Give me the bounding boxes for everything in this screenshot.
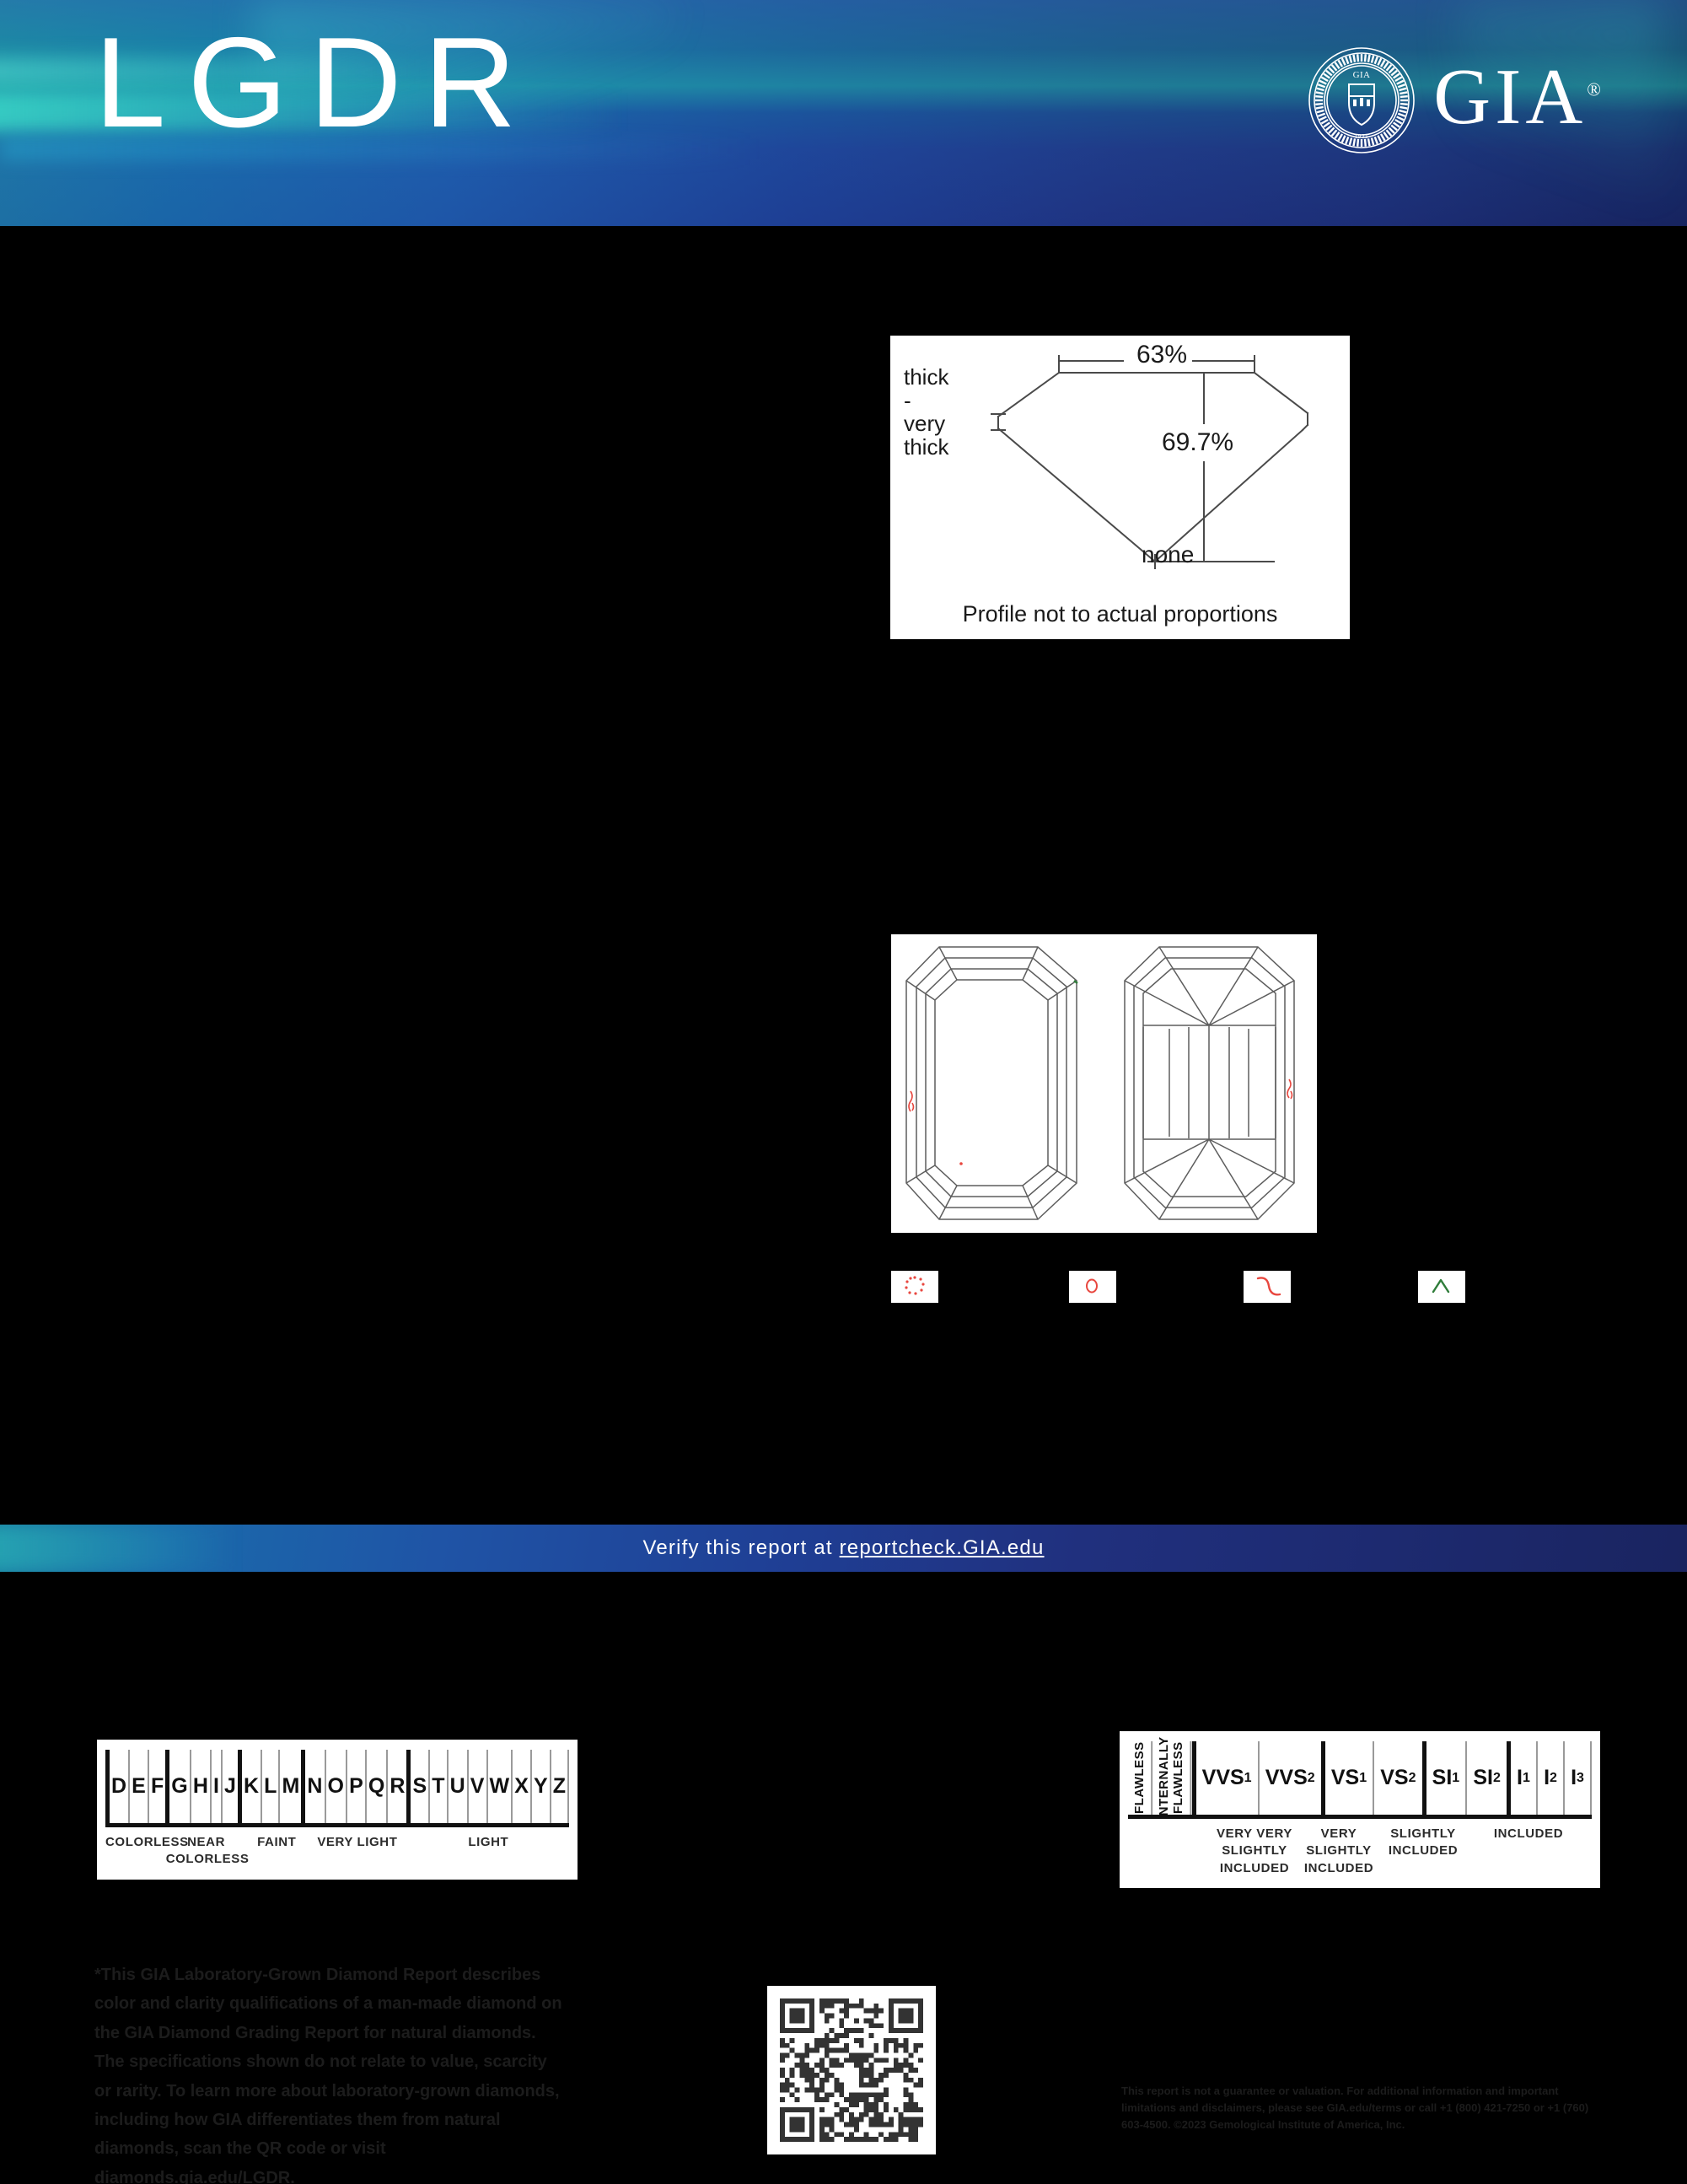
color-grade-cell: X — [511, 1750, 530, 1823]
color-grade-cell: O — [324, 1750, 347, 1823]
clarity-grade-cell: INTERNALLY FLAWLESS — [1152, 1736, 1192, 1820]
color-grade-cell: W — [486, 1750, 512, 1823]
color-group-label: LIGHT — [468, 1835, 509, 1849]
color-grade-cell: J — [220, 1750, 238, 1823]
color-grade-cell: R — [386, 1750, 406, 1823]
table-percentage-value: 63% — [1131, 341, 1193, 369]
color-scale-group-labels: COLORLESS NEAR COLORLESS FAINT VERY LIGHT LIG… — [105, 1834, 569, 1886]
color-grade-cell: M — [278, 1750, 301, 1823]
gia-wordmark: GIA® — [1433, 53, 1601, 141]
feather-icon — [1256, 1277, 1281, 1296]
crown-inclusion-marks — [908, 1090, 915, 1112]
aurora-glow-2 — [0, 59, 422, 84]
clarity-group-label: VERY SLIGHTLY INCLUDED — [1303, 1826, 1374, 1875]
pavilion-view-diagram — [1124, 946, 1295, 1220]
svg-text:1931: 1931 — [1355, 133, 1368, 140]
key-symbol-crystal — [1069, 1271, 1116, 1303]
verify-prefix: Verify this report at — [642, 1536, 840, 1559]
color-grade-cell: D — [105, 1750, 128, 1823]
feather-mark-pavilion — [1287, 1079, 1292, 1099]
crystal-mark-crown — [959, 1162, 963, 1165]
aurora-glow-verify — [0, 1525, 236, 1572]
aurora-glow-4 — [253, 0, 674, 101]
indented-natural-icon — [1432, 1278, 1450, 1294]
verify-text: Verify this report at reportcheck.GIA.ed… — [0, 1536, 1687, 1560]
color-grade-cell: I — [209, 1750, 221, 1823]
verify-report-bar: Verify this report at reportcheck.GIA.ed… — [0, 1525, 1687, 1572]
legal-footnote-right: This report is not a guarantee or valuat… — [1121, 2084, 1589, 2132]
clarity-group-label: SLIGHTLY INCLUDED — [1388, 1826, 1459, 1859]
pavilion-inclusion-marks — [1287, 1079, 1293, 1100]
color-grade-cell: Y — [529, 1750, 550, 1823]
registered-trademark-icon: ® — [1587, 78, 1601, 100]
color-grade-cell: Q — [364, 1750, 387, 1823]
feather-mark-crown — [908, 1090, 913, 1112]
color-grade-cell: U — [446, 1750, 467, 1823]
clarity-grade-cell: SI 2 — [1465, 1741, 1507, 1815]
report-header-banner: LGDR GIA — [0, 0, 1687, 226]
depth-percentage-value: 69.7% — [1162, 428, 1234, 456]
color-grade-cell: N — [301, 1750, 324, 1823]
color-grade-cell: Z — [549, 1750, 570, 1823]
color-group-label: FAINT — [257, 1835, 297, 1849]
qr-code-card[interactable] — [767, 1986, 936, 2154]
gia-seal-icon: GIA 1931 — [1308, 47, 1416, 153]
color-grade-cell: K — [237, 1750, 261, 1823]
svg-text:GIA: GIA — [1353, 70, 1371, 80]
color-grade-cell: P — [346, 1750, 365, 1823]
clarity-scale-group-labels: VERY VERY SLIGHTLY INCLUDED VERY SLIGHTLY INC… — [1128, 1826, 1592, 1878]
clarity-grade-cell: FLAWLESS — [1128, 1741, 1153, 1815]
clarity-grade-cell: VVS 2 — [1257, 1741, 1321, 1815]
key-symbol-feather — [1244, 1271, 1291, 1303]
color-grade-cell: L — [261, 1750, 278, 1823]
color-grade-cell: V — [466, 1750, 486, 1823]
report-type-title: LGDR — [94, 11, 539, 154]
clarity-plot-diagrams — [905, 946, 1295, 1220]
clarity-group-label: VERY VERY SLIGHTLY INCLUDED — [1217, 1826, 1292, 1875]
clarity-grade-cell: SI 1 — [1421, 1741, 1466, 1815]
color-grade-cell: G — [165, 1750, 190, 1823]
color-grade-cell: T — [428, 1750, 446, 1823]
qr-code-icon[interactable] — [780, 1998, 923, 2142]
clarity-grading-scale: FLAWLESS INTERNALLY FLAWLESS VVS 1 VVS 2 VS 1 VS 2… — [1120, 1731, 1600, 1888]
girdle-thickness-label: thick - very thick — [904, 364, 949, 460]
color-grade-cell: F — [147, 1750, 165, 1823]
clarity-group-label: INCLUDED — [1493, 1826, 1564, 1841]
natural-mark-crown — [1073, 980, 1078, 984]
color-group-label: COLORLESS — [105, 1835, 189, 1849]
profile-caption: Profile not to actual proportions — [962, 601, 1278, 627]
color-grade-cell: S — [406, 1750, 428, 1823]
proportions-diagram-panel: thick - very thick 63% 69.7% none Profile n… — [890, 336, 1350, 639]
crystal-icon — [1086, 1278, 1098, 1294]
reportcheck-link[interactable]: reportcheck.GIA.edu — [839, 1536, 1045, 1559]
color-grade-cell: E — [128, 1750, 148, 1823]
clarity-scale-cells: FLAWLESS INTERNALLY FLAWLESS VVS 1 VVS 2 VS 1 VS 2… — [1128, 1736, 1593, 1820]
cloud-icon — [905, 1276, 925, 1295]
color-grade-cell: H — [189, 1750, 210, 1823]
key-symbol-indented-natural — [1418, 1271, 1465, 1303]
aurora-glow-1 — [0, 93, 624, 132]
gia-logo-lockup: GIA 1931 GIA® — [1305, 44, 1601, 157]
lgdr-footnote-left: *This GIA Laboratory-Grown Diamond Repor… — [94, 1966, 562, 2184]
clarity-plot-panel — [891, 934, 1317, 1233]
aurora-glow-3 — [0, 139, 759, 159]
aurora-glow-5 — [1459, 0, 1662, 226]
crown-view-diagram — [905, 946, 1077, 1220]
clarity-grade-cell: VS 2 — [1373, 1741, 1421, 1815]
color-group-label: NEAR COLORLESS — [165, 1835, 250, 1867]
clarity-grade-cell: VS 1 — [1320, 1741, 1373, 1815]
key-symbol-cloud — [891, 1271, 938, 1303]
culet-size-label: none — [1142, 541, 1195, 568]
diamond-profile-drawing — [991, 355, 1309, 569]
clarity-grade-cell: VVS 1 — [1191, 1741, 1258, 1815]
color-group-label: VERY LIGHT — [317, 1835, 398, 1849]
